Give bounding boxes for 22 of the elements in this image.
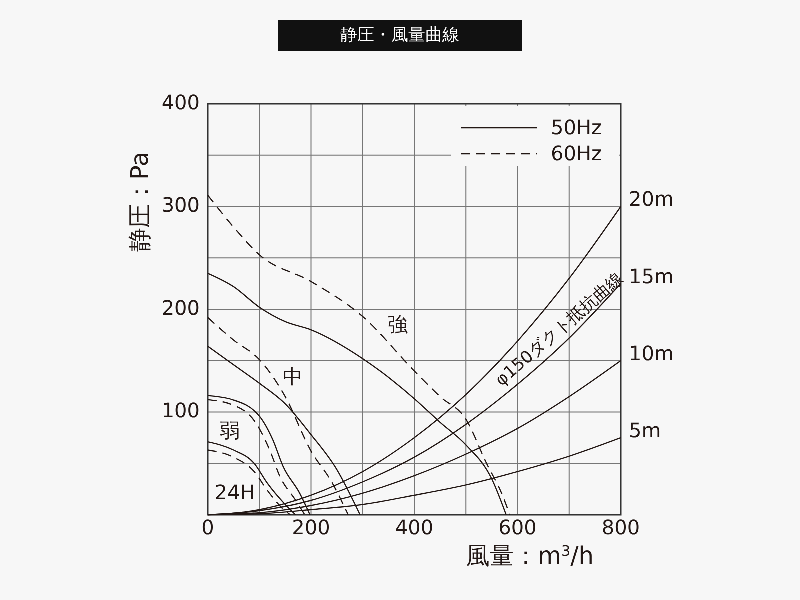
y-tick-label: 400 — [162, 90, 200, 114]
annotation: 弱 — [220, 418, 240, 442]
x-tick-label: 200 — [292, 515, 330, 540]
x-tick-label: 600 — [498, 515, 537, 540]
series-label: 15m — [629, 264, 674, 288]
y-tick-label: 100 — [162, 398, 200, 423]
legend-label: 50Hz — [551, 115, 602, 140]
x-tick-label: 400 — [395, 515, 434, 540]
series-label: 5m — [629, 418, 662, 442]
x-tick-label: 0 — [202, 515, 214, 540]
series-label: 20m — [629, 187, 674, 212]
legend-label: 60Hz — [551, 141, 602, 166]
annotation: 中 — [283, 364, 303, 388]
annotation: 強 — [388, 312, 408, 336]
x-tick-label: 800 — [602, 515, 640, 540]
y-axis-title: 静圧：Pa — [126, 152, 154, 252]
y-tick-label: 200 — [162, 296, 200, 320]
chart-title: 静圧・風量曲線 — [340, 26, 460, 46]
series-label: 10m — [629, 341, 674, 366]
x-axis-title: 風量：m$^{3}$/h — [466, 542, 594, 570]
y-tick-label: 300 — [162, 193, 200, 218]
annotation: 24H — [214, 480, 256, 504]
